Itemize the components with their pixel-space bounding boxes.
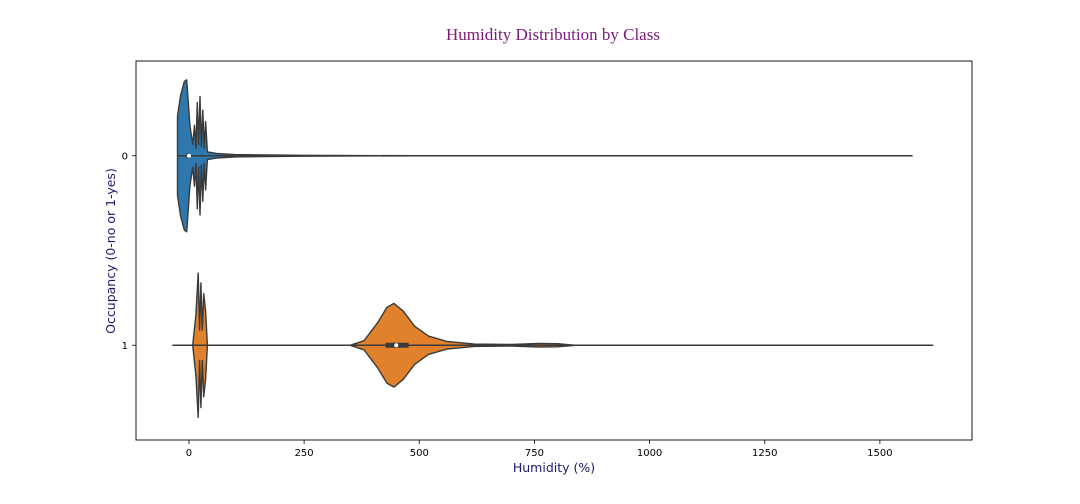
x-tick-label: 0 [186,448,192,459]
x-tick-label: 750 [525,448,544,459]
x-axis-label: Humidity (%) [513,460,595,475]
x-tick-label: 250 [295,448,314,459]
median-dot-0 [186,153,191,158]
chart-title: Humidity Distribution by Class [446,25,660,44]
x-tick-label: 1000 [637,448,662,459]
y-axis: 01 [122,151,136,352]
y-tick-label: 0 [122,151,128,162]
median-dot-1 [394,343,399,348]
y-axis-label: Occupancy (0-no or 1-yes) [103,168,118,334]
violin-1 [172,272,934,419]
x-axis: 0 250 500 750 1000 1250 1500 [186,440,893,459]
y-tick-label: 1 [122,341,128,352]
x-tick-label: 1500 [867,448,892,459]
violin-layer [172,79,934,419]
violin-0 [176,79,913,233]
plot-area [135,60,973,441]
x-tick-label: 1250 [752,448,777,459]
x-tick-label: 500 [410,448,429,459]
